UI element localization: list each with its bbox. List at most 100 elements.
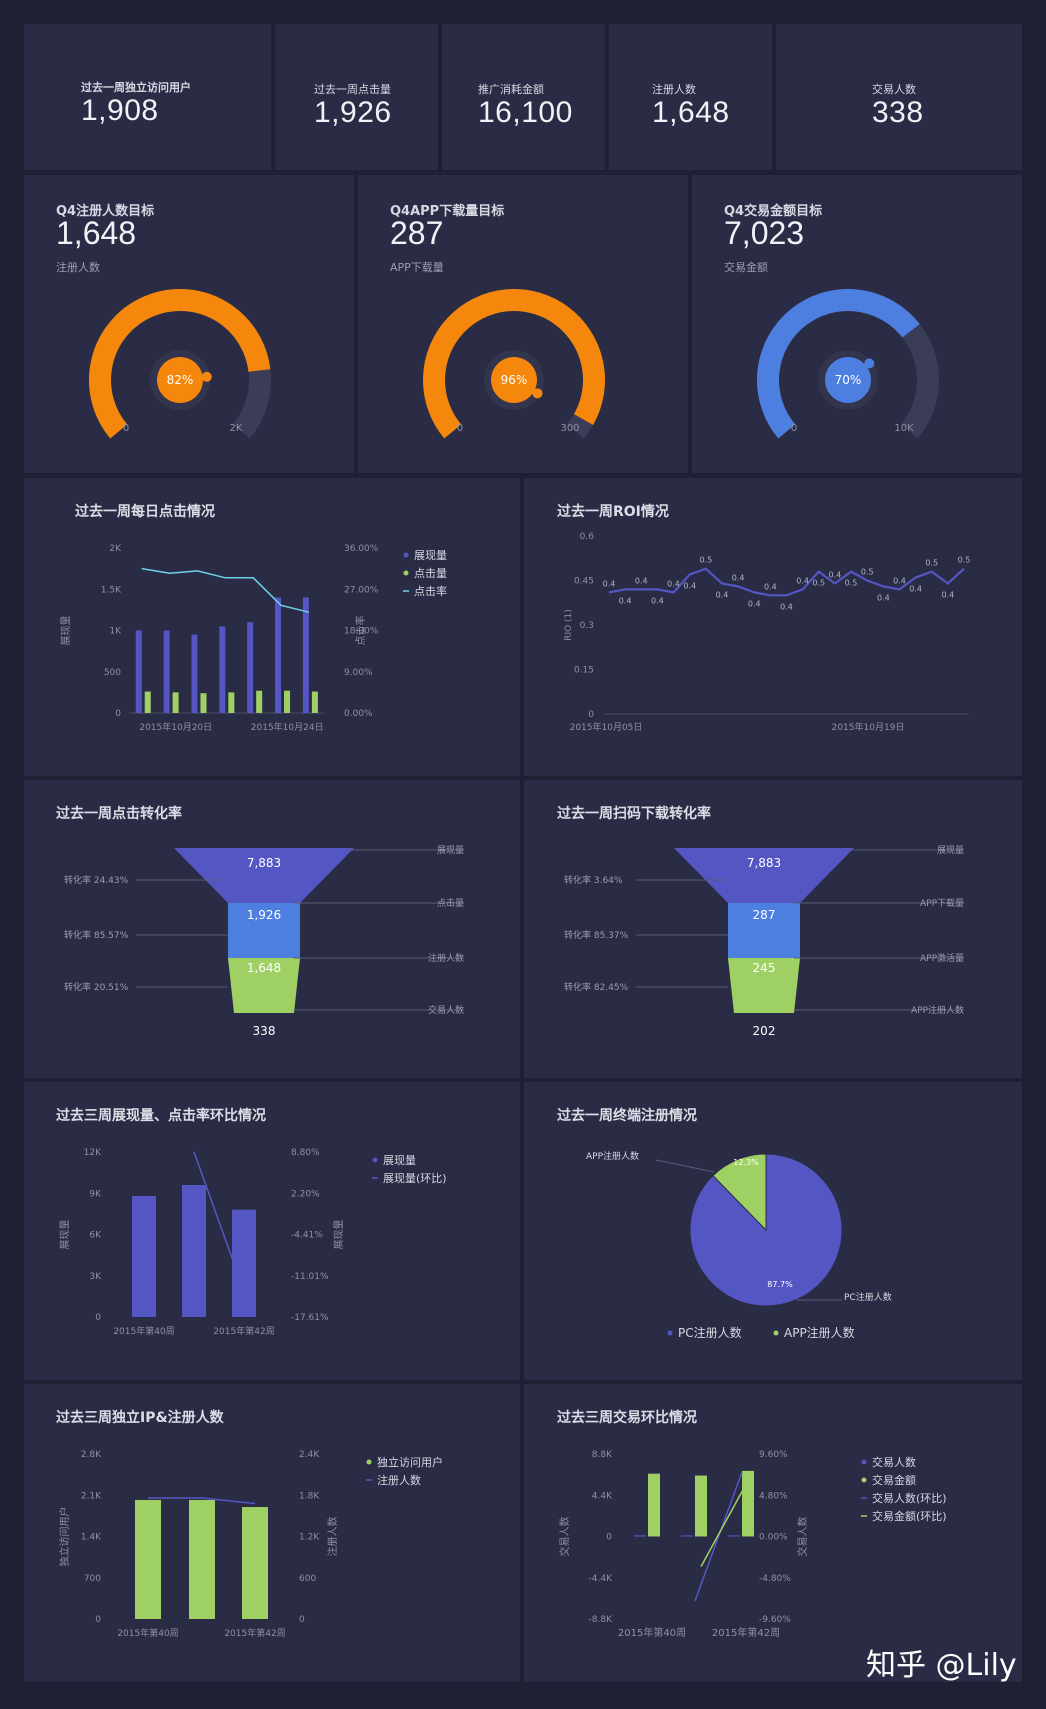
gauge-value: 287 bbox=[390, 215, 444, 251]
y-tick-label: 1K bbox=[109, 627, 122, 637]
bar-unique-visitors bbox=[189, 1499, 215, 1619]
y-axis-label: 交易人数 bbox=[558, 1517, 571, 1557]
y-tick-label: -4.4K bbox=[589, 1574, 614, 1584]
gauge-min-label: 0 bbox=[791, 423, 797, 434]
y-axis-label: 展现量 bbox=[59, 1220, 71, 1250]
gauge-fill bbox=[89, 289, 271, 439]
y2-tick-label: 2.20% bbox=[291, 1189, 320, 1199]
y2-tick-label: 9.60% bbox=[759, 1450, 788, 1460]
gauge-percent: 82% bbox=[167, 373, 194, 387]
funnel-stage bbox=[728, 958, 800, 1013]
pie-callout: APP注册人数 bbox=[586, 1150, 639, 1162]
y-axis-label: 独立访问用户 bbox=[58, 1507, 71, 1567]
gauge-fill bbox=[423, 289, 605, 439]
line-users-mom bbox=[694, 1471, 743, 1602]
y-tick-label: 2K bbox=[109, 544, 122, 554]
legend-label: 交易人数 bbox=[872, 1455, 916, 1469]
funnel-stage bbox=[228, 903, 300, 958]
funnel-rate-label: 转化率 3.64% bbox=[564, 874, 623, 886]
point-label: 0.4 bbox=[748, 599, 761, 608]
watermark: 知乎 @Lily bbox=[866, 1648, 1017, 1683]
funnel-stage-label: APP激活量 bbox=[920, 952, 964, 964]
gauge-value: 1,648 bbox=[56, 215, 137, 251]
gauge-panel-registrations: Q4注册人数目标 1,648 注册人数 82% 0 2K bbox=[24, 175, 354, 473]
bar-unique-visitors bbox=[135, 1499, 161, 1619]
y-tick-label: 1.4K bbox=[81, 1533, 102, 1543]
kpi-value: 16,100 bbox=[478, 96, 573, 129]
gauge-percent: 70% bbox=[835, 373, 862, 387]
y2-tick-label: 9.00% bbox=[344, 668, 373, 678]
y-tick-label: 0 bbox=[588, 710, 594, 720]
panel-roi: 过去一周ROI情况 0.6 0.45 0.3 0.15 0 RIO (1) 0.4 0.4 0.… bbox=[524, 478, 1022, 776]
chart-impressions-3weeks: 12K 9K 6K 3K 0 8.80% 2.20% -4.41% -11.01% -17.61%… bbox=[59, 1148, 447, 1337]
line-registrations bbox=[148, 1497, 256, 1505]
point-label: 0.5 bbox=[845, 579, 858, 588]
y-tick-label: 0.3 bbox=[580, 621, 594, 631]
bar-impressions bbox=[163, 630, 170, 713]
legend-label: 点击率 bbox=[414, 584, 447, 598]
bar-impressions bbox=[302, 597, 309, 713]
pie-callout: PC注册人数 bbox=[844, 1291, 892, 1303]
bar-impressions bbox=[232, 1209, 256, 1317]
x-tick-label: 2015年第42周 bbox=[224, 1627, 285, 1639]
panel-ip-registrations: 过去三周独立IP&注册人数 2.8K 2.1K 1.4K 700 0 2.4K 1.8K 1.… bbox=[24, 1384, 520, 1682]
point-label: 0.5 bbox=[812, 579, 825, 588]
funnel-stage-label: 注册人数 bbox=[428, 952, 464, 964]
gauge-title: Q4APP下载量目标 bbox=[390, 204, 505, 219]
bar-impressions bbox=[191, 634, 198, 713]
kpi-card-clicks: 过去一周点击量 1,926 bbox=[275, 24, 438, 170]
x-tick-label: 2015年第40周 bbox=[113, 1325, 174, 1337]
bar-clicks bbox=[144, 691, 151, 713]
point-label: 0.4 bbox=[941, 590, 954, 599]
funnel-value: 287 bbox=[753, 908, 776, 922]
point-label: 0.4 bbox=[764, 582, 777, 591]
funnel-value: 1,648 bbox=[247, 961, 281, 975]
x-tick-label: 2015年10月19日 bbox=[832, 721, 905, 733]
kpi-label: 注册人数 bbox=[652, 83, 696, 96]
y-tick-label: 0 bbox=[606, 1533, 612, 1543]
line-impressions-mom bbox=[193, 1151, 245, 1292]
y-tick-label: 8.8K bbox=[592, 1450, 613, 1460]
gauge-title: Q4交易金额目标 bbox=[724, 204, 823, 219]
legend-label: 展现量 bbox=[383, 1154, 416, 1167]
legend-label: 交易金额 bbox=[872, 1473, 916, 1487]
point-label: 0.4 bbox=[877, 593, 890, 602]
point-label: 0.4 bbox=[651, 596, 664, 605]
legend-label: 注册人数 bbox=[377, 1473, 421, 1487]
y-tick-label: 0 bbox=[115, 709, 121, 719]
gauge-title: Q4注册人数目标 bbox=[56, 204, 155, 219]
panel-download-funnel: 过去一周扫码下载转化率 7,883 287 245 202 展现量 APP下载量 APP激活… bbox=[524, 780, 1022, 1078]
funnel-stage bbox=[228, 958, 300, 1013]
bar-impressions bbox=[219, 626, 226, 713]
bar-clicks bbox=[256, 690, 263, 713]
line-amount-mom bbox=[700, 1480, 749, 1567]
point-label: 0.4 bbox=[732, 573, 745, 582]
gauge-fill bbox=[757, 289, 920, 439]
gauge: 96% 0 300 bbox=[423, 289, 605, 439]
y2-tick-label: -11.01% bbox=[291, 1272, 329, 1282]
gauge: 70% 0 10K bbox=[757, 289, 939, 439]
legend-label: 独立访问用户 bbox=[377, 1455, 443, 1469]
funnel-value: 7,883 bbox=[747, 856, 781, 870]
chart-title: 过去三周展现量、点击率环比情况 bbox=[56, 1108, 266, 1124]
kpi-card-registrations: 注册人数 1,648 bbox=[609, 24, 772, 170]
funnel-value: 202 bbox=[753, 1024, 776, 1038]
y2-tick-label: 1.2K bbox=[299, 1533, 320, 1543]
chart-terminal-registrations: 12.3% 87.7% APP注册人数 PC注册人数 PC注册人数 APP注册人数 bbox=[586, 1150, 892, 1340]
chart-title: 过去一周终端注册情况 bbox=[557, 1108, 697, 1124]
y-tick-label: 6K bbox=[89, 1231, 102, 1241]
chart-title: 过去三周独立IP&注册人数 bbox=[56, 1410, 224, 1426]
gauge-pointer bbox=[201, 371, 212, 382]
point-label: 0.4 bbox=[716, 590, 729, 599]
bar-clicks bbox=[200, 693, 207, 713]
y-tick-label: 3K bbox=[89, 1272, 102, 1282]
kpi-label: 交易人数 bbox=[872, 83, 916, 96]
legend-marker bbox=[667, 1330, 673, 1336]
kpi-value: 1,908 bbox=[81, 94, 159, 127]
point-label: 0.5 bbox=[925, 559, 938, 568]
point-label: 0.5 bbox=[958, 556, 971, 565]
gauge-panel-app-downloads: Q4APP下载量目标 287 APP下载量 96% 0 300 bbox=[358, 175, 688, 473]
y-tick-label: 0.45 bbox=[574, 577, 594, 587]
